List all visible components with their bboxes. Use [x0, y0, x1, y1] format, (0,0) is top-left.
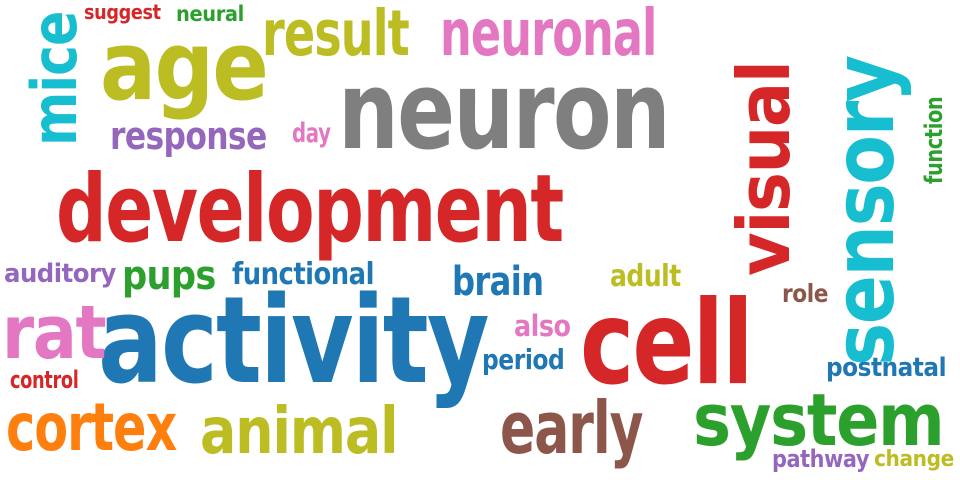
word-mice: mice: [18, 11, 91, 147]
word-period: period: [482, 343, 565, 376]
word-rat: rat: [2, 290, 107, 376]
word-neural: neural: [176, 2, 244, 26]
word-sensory: sensory: [815, 56, 913, 366]
word-also: also: [514, 309, 571, 343]
word-cortex: cortex: [6, 389, 177, 466]
word-day: day: [292, 118, 331, 149]
word-neuron: neuron: [338, 49, 671, 174]
word-suggest: suggest: [84, 0, 161, 24]
word-brain: brain: [452, 259, 544, 305]
word-change: change: [874, 447, 954, 472]
word-response: response: [110, 114, 267, 158]
word-neuronal: neuronal: [440, 0, 657, 71]
word-age: age: [100, 12, 269, 122]
word-result: result: [262, 0, 410, 70]
word-animal: animal: [200, 395, 399, 469]
word-early: early: [500, 386, 644, 470]
word-system: system: [693, 378, 945, 462]
word-function: function: [920, 96, 948, 184]
word-role: role: [782, 279, 828, 308]
word-adult: adult: [610, 259, 681, 294]
word-activity: activity: [98, 272, 489, 411]
word-pups: pups: [122, 253, 216, 299]
word-functional: functional: [232, 257, 374, 292]
word-control: control: [10, 366, 79, 394]
word-auditory: auditory: [4, 259, 116, 289]
word-postnatal: postnatal: [826, 353, 947, 383]
word-development: development: [56, 155, 564, 264]
word-visual: visual: [722, 61, 806, 276]
word-pathway: pathway: [772, 445, 870, 473]
